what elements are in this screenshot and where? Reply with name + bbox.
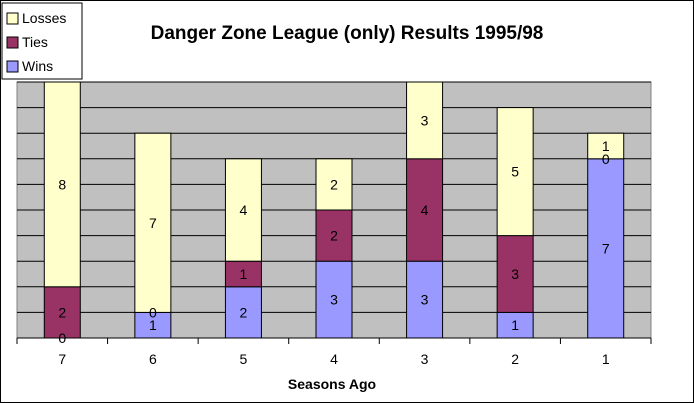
data-label: 0 (602, 151, 610, 167)
bar-segment-wins (134, 311, 172, 339)
bar-segment-losses (496, 107, 534, 237)
legend-swatch-wins (6, 60, 19, 73)
bar-segment-losses (406, 81, 444, 160)
data-label: 3 (421, 292, 429, 308)
x-tick-label: 2 (511, 351, 519, 367)
bar-segment-wins (224, 286, 262, 339)
data-label: 3 (421, 112, 429, 128)
bar-segment-wins (315, 260, 353, 339)
bar-segment-losses (587, 132, 625, 160)
chart-title: Danger Zone League (only) Results 1995/9… (151, 23, 544, 44)
legend: Losses Ties Wins (1, 2, 83, 80)
x-tick-label: 4 (330, 351, 338, 367)
bars (43, 81, 625, 339)
bar-segment-losses (43, 81, 81, 288)
x-axis: 7 6 5 4 3 2 1 (16, 337, 652, 367)
gridlines (17, 81, 651, 313)
legend-swatch-losses (6, 12, 19, 25)
x-tick-label: 5 (240, 351, 248, 367)
legend-label-ties: Ties (22, 34, 48, 50)
bar-segment-losses (224, 158, 262, 262)
data-label: 1 (602, 138, 610, 154)
data-label: 8 (58, 176, 66, 192)
data-label: 0 (149, 304, 157, 320)
data-label: 4 (240, 202, 248, 218)
data-label: 1 (240, 266, 248, 282)
data-label: 3 (330, 292, 338, 308)
data-label: 5 (511, 164, 519, 180)
x-tick-label: 6 (149, 351, 157, 367)
bar-segment-losses (315, 158, 353, 211)
bar-segment-ties (496, 235, 534, 313)
legend-label-losses: Losses (22, 10, 66, 26)
data-label: 3 (511, 266, 519, 282)
legend-label-wins: Wins (22, 58, 53, 74)
x-tick-label: 7 (58, 351, 66, 367)
data-label: 2 (240, 304, 248, 320)
data-label: 2 (330, 176, 338, 192)
data-label: 7 (602, 240, 610, 256)
bar-segment-ties (315, 209, 353, 262)
bar-segment-ties (406, 158, 444, 262)
x-tick-label: 3 (421, 351, 429, 367)
bar-segment-losses (134, 132, 172, 313)
x-tick-label: 1 (602, 351, 610, 367)
data-label: 2 (58, 304, 66, 320)
bar-segment-wins (406, 260, 444, 339)
data-label: 7 (149, 215, 157, 231)
bar-segment-ties (224, 260, 262, 288)
data-label: 2 (330, 228, 338, 244)
data-label: 1 (149, 317, 157, 333)
x-axis-title: Seasons Ago (288, 376, 376, 392)
data-label: 4 (421, 202, 429, 218)
data-label: 1 (511, 317, 519, 333)
legend-swatch-ties (6, 36, 19, 49)
